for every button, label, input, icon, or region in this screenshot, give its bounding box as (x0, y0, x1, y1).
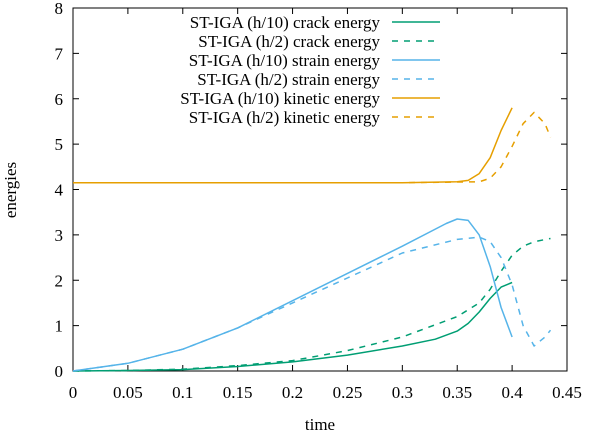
y-tick-label: 4 (55, 181, 64, 200)
y-tick-label: 8 (55, 0, 64, 18)
series-line-6 (73, 111, 552, 184)
x-axis-title: time (305, 415, 335, 434)
legend-label-4: ST-IGA (h/2) strain energy (197, 70, 380, 89)
y-axis-title: energies (1, 162, 20, 218)
x-tick-label: 0.1 (172, 383, 193, 402)
legend-label-5: ST-IGA (h/10) kinetic energy (180, 89, 380, 108)
x-tick-label: 0.25 (333, 383, 363, 402)
y-tick-label: 5 (55, 135, 64, 154)
series-line-4 (72, 236, 552, 372)
series-layer (72, 107, 552, 372)
x-tick-label: 0 (69, 383, 78, 402)
y-tick-label: 7 (55, 44, 64, 63)
x-tick-label: 0.4 (501, 383, 523, 402)
y-tick-label: 6 (55, 90, 64, 109)
y-tick-label: 1 (55, 317, 64, 336)
x-tick-label: 0.2 (282, 383, 303, 402)
legend-label-3: ST-IGA (h/10) strain energy (189, 51, 381, 70)
x-tick-label: 0.3 (392, 383, 413, 402)
y-tick-label: 2 (55, 271, 64, 290)
x-tick-label: 0.05 (113, 383, 143, 402)
x-tick-label: 0.45 (552, 383, 582, 402)
axis-ticks: 0 0.05 0.1 0.15 0.2 0.25 0.3 0.35 0.4 0.45 0 1 2 3 4 5 6… (55, 0, 582, 402)
legend-label-2: ST-IGA (h/2) crack energy (198, 32, 380, 51)
legend-label-1: ST-IGA (h/10) crack energy (190, 13, 381, 32)
y-tick-label: 0 (55, 362, 64, 381)
x-tick-label: 0.35 (442, 383, 472, 402)
legend-label-6: ST-IGA (h/2) kinetic energy (189, 108, 381, 127)
x-tick-label: 0.15 (223, 383, 253, 402)
y-tick-label: 3 (55, 226, 64, 245)
series-line-2 (72, 237, 551, 372)
series-line-5 (73, 107, 513, 184)
series-line-1 (72, 281, 513, 372)
